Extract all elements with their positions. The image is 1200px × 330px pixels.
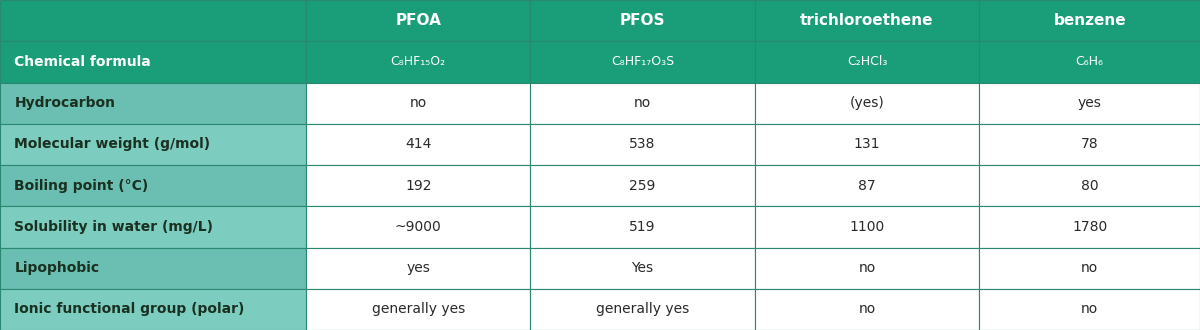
Text: generally yes: generally yes xyxy=(372,302,464,316)
Bar xyxy=(306,0,530,41)
Bar xyxy=(755,124,979,165)
Bar xyxy=(306,165,530,206)
Bar xyxy=(306,82,530,124)
Text: C₂HCl₃: C₂HCl₃ xyxy=(847,55,887,68)
Text: C₆H₆: C₆H₆ xyxy=(1075,55,1104,68)
Text: PFOA: PFOA xyxy=(395,13,442,28)
Text: no: no xyxy=(858,302,876,316)
Bar xyxy=(979,0,1200,41)
Text: yes: yes xyxy=(407,261,430,275)
Text: trichloroethene: trichloroethene xyxy=(800,13,934,28)
Bar xyxy=(0,41,306,82)
Text: 78: 78 xyxy=(1081,137,1098,151)
Text: 538: 538 xyxy=(630,137,655,151)
Text: Ionic functional group (polar): Ionic functional group (polar) xyxy=(14,302,245,316)
Text: no: no xyxy=(409,96,427,110)
Bar xyxy=(0,82,306,124)
Text: Solubility in water (mg/L): Solubility in water (mg/L) xyxy=(14,220,214,234)
Text: 80: 80 xyxy=(1081,179,1098,193)
Bar xyxy=(0,206,306,248)
Text: Boiling point (°C): Boiling point (°C) xyxy=(14,179,149,193)
Bar xyxy=(755,289,979,330)
Text: Chemical formula: Chemical formula xyxy=(14,55,151,69)
Bar xyxy=(0,0,306,41)
Text: 87: 87 xyxy=(858,179,876,193)
Bar xyxy=(979,206,1200,248)
Text: generally yes: generally yes xyxy=(596,302,689,316)
Bar xyxy=(755,41,979,82)
Text: Yes: Yes xyxy=(631,261,654,275)
Bar xyxy=(530,0,755,41)
Bar xyxy=(530,165,755,206)
Bar xyxy=(306,124,530,165)
Text: no: no xyxy=(1081,302,1098,316)
Bar xyxy=(979,289,1200,330)
Bar xyxy=(0,289,306,330)
Bar xyxy=(306,41,530,82)
Text: C₈HF₁₇O₃S: C₈HF₁₇O₃S xyxy=(611,55,674,68)
Text: Hydrocarbon: Hydrocarbon xyxy=(14,96,115,110)
Bar xyxy=(0,165,306,206)
Text: 414: 414 xyxy=(406,137,431,151)
Bar xyxy=(0,124,306,165)
Bar xyxy=(979,165,1200,206)
Bar xyxy=(530,289,755,330)
Bar xyxy=(755,248,979,289)
Bar xyxy=(530,124,755,165)
Bar xyxy=(530,248,755,289)
Bar xyxy=(530,82,755,124)
Text: no: no xyxy=(858,261,876,275)
Bar xyxy=(979,82,1200,124)
Text: (yes): (yes) xyxy=(850,96,884,110)
Bar xyxy=(979,248,1200,289)
Bar xyxy=(306,289,530,330)
Bar xyxy=(530,206,755,248)
Text: benzene: benzene xyxy=(1054,13,1126,28)
Text: C₈HF₁₅O₂: C₈HF₁₅O₂ xyxy=(391,55,445,68)
Bar xyxy=(979,41,1200,82)
Bar xyxy=(306,206,530,248)
Bar xyxy=(755,206,979,248)
Bar xyxy=(755,0,979,41)
Text: yes: yes xyxy=(1078,96,1102,110)
Bar xyxy=(755,82,979,124)
Text: 1100: 1100 xyxy=(850,220,884,234)
Bar xyxy=(530,41,755,82)
Text: Molecular weight (g/mol): Molecular weight (g/mol) xyxy=(14,137,210,151)
Text: 259: 259 xyxy=(630,179,655,193)
Text: 131: 131 xyxy=(853,137,881,151)
Text: 519: 519 xyxy=(629,220,656,234)
Bar xyxy=(306,248,530,289)
Text: PFOS: PFOS xyxy=(620,13,665,28)
Text: no: no xyxy=(1081,261,1098,275)
Text: ~9000: ~9000 xyxy=(395,220,442,234)
Bar xyxy=(0,248,306,289)
Text: no: no xyxy=(634,96,652,110)
Bar xyxy=(979,124,1200,165)
Text: 1780: 1780 xyxy=(1072,220,1108,234)
Text: Lipophobic: Lipophobic xyxy=(14,261,100,275)
Bar xyxy=(755,165,979,206)
Text: 192: 192 xyxy=(404,179,432,193)
